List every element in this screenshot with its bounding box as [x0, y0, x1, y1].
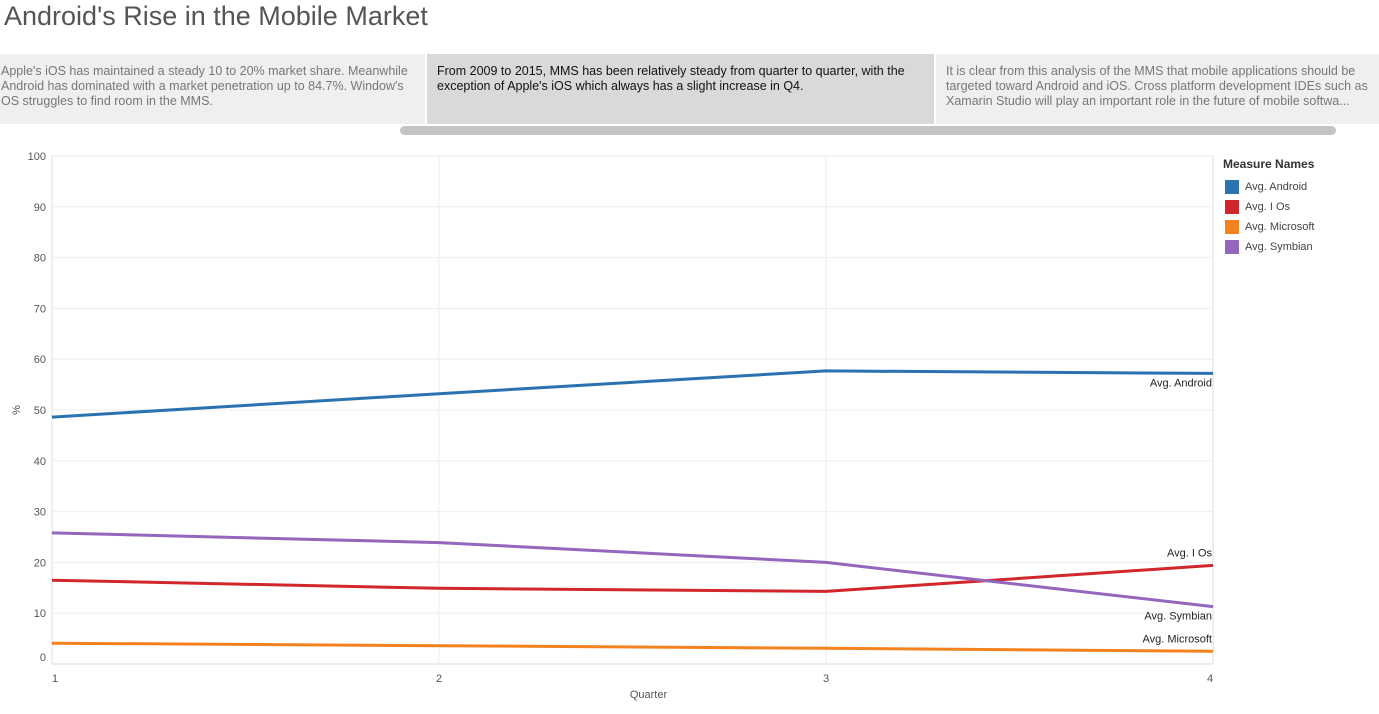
series-end-label: Avg. Symbian — [1144, 611, 1212, 623]
series-end-label: Avg. Microsoft — [1143, 633, 1213, 645]
x-tick-label: 3 — [823, 673, 829, 685]
series-line-avg-android — [51, 369, 1214, 419]
legend-item-avg-microsoft[interactable]: Avg. Microsoft — [1223, 217, 1373, 237]
series-end-label: Avg. Android — [1150, 377, 1212, 389]
y-tick-label: 70 — [34, 303, 46, 315]
y-tick-label: 40 — [34, 456, 46, 468]
x-axis-title: Quarter — [630, 689, 668, 701]
story-point-2-active[interactable]: From 2009 to 2015, MMS has been relative… — [427, 54, 934, 124]
legend-item-avg-i-os[interactable]: Avg. I Os — [1223, 197, 1373, 217]
legend-label: Avg. Android — [1245, 181, 1308, 193]
y-tick-label: 30 — [34, 507, 46, 519]
y-tick-label: 20 — [34, 557, 46, 569]
legend-label: Avg. Symbian — [1245, 241, 1313, 253]
series-line-avg-microsoft — [51, 641, 1214, 653]
story-point-2-text: From 2009 to 2015, MMS has been relative… — [437, 64, 905, 93]
story-point-3-text: It is clear from this analysis of the MM… — [946, 64, 1368, 108]
x-tick-label: 4 — [1207, 673, 1213, 685]
series-line-avg-symbian — [51, 531, 1214, 609]
legend-title: Measure Names — [1223, 157, 1315, 171]
y-tick-label: 50 — [34, 405, 46, 417]
x-tick-label: 2 — [436, 673, 442, 685]
legend: Measure Names Avg. Android Avg. I Os Avg. … — [1223, 157, 1373, 257]
y-tick-label: 0 — [40, 652, 46, 664]
series-end-label: Avg. I Os — [1167, 547, 1213, 559]
y-tick-label: 10 — [34, 608, 46, 620]
y-axis-title: % — [11, 405, 23, 415]
legend-swatch — [1225, 220, 1239, 234]
story-scrollbar[interactable] — [400, 126, 1336, 135]
line-chart: 0 10 20 30 40 50 60 70 80 90 100 1 2 3 4 Quarter% Avg. A… — [11, 151, 1214, 701]
y-tick-label: 60 — [34, 354, 46, 366]
y-tick-label: 80 — [34, 253, 46, 265]
x-tick-label: 1 — [52, 673, 58, 685]
story-point-1[interactable]: Apple's iOS has maintained a steady 10 t… — [0, 54, 425, 124]
story-navigator: Apple's iOS has maintained a steady 10 t… — [0, 54, 1379, 124]
legend-swatch — [1225, 240, 1239, 254]
story-point-3[interactable]: It is clear from this analysis of the MM… — [936, 54, 1379, 124]
page-title: Android's Rise in the Mobile Market — [4, 1, 428, 31]
legend-label: Avg. I Os — [1245, 201, 1291, 213]
legend-swatch — [1225, 180, 1239, 194]
legend-item-avg-android[interactable]: Avg. Android — [1223, 177, 1373, 197]
series-line-avg-i-os — [51, 563, 1214, 593]
legend-item-avg-symbian[interactable]: Avg. Symbian — [1223, 237, 1373, 257]
legend-label: Avg. Microsoft — [1245, 221, 1315, 233]
legend-swatch — [1225, 200, 1239, 214]
story-point-1-text: Apple's iOS has maintained a steady 10 t… — [1, 64, 408, 108]
y-tick-label: 100 — [28, 151, 46, 163]
y-tick-label: 90 — [34, 202, 46, 214]
